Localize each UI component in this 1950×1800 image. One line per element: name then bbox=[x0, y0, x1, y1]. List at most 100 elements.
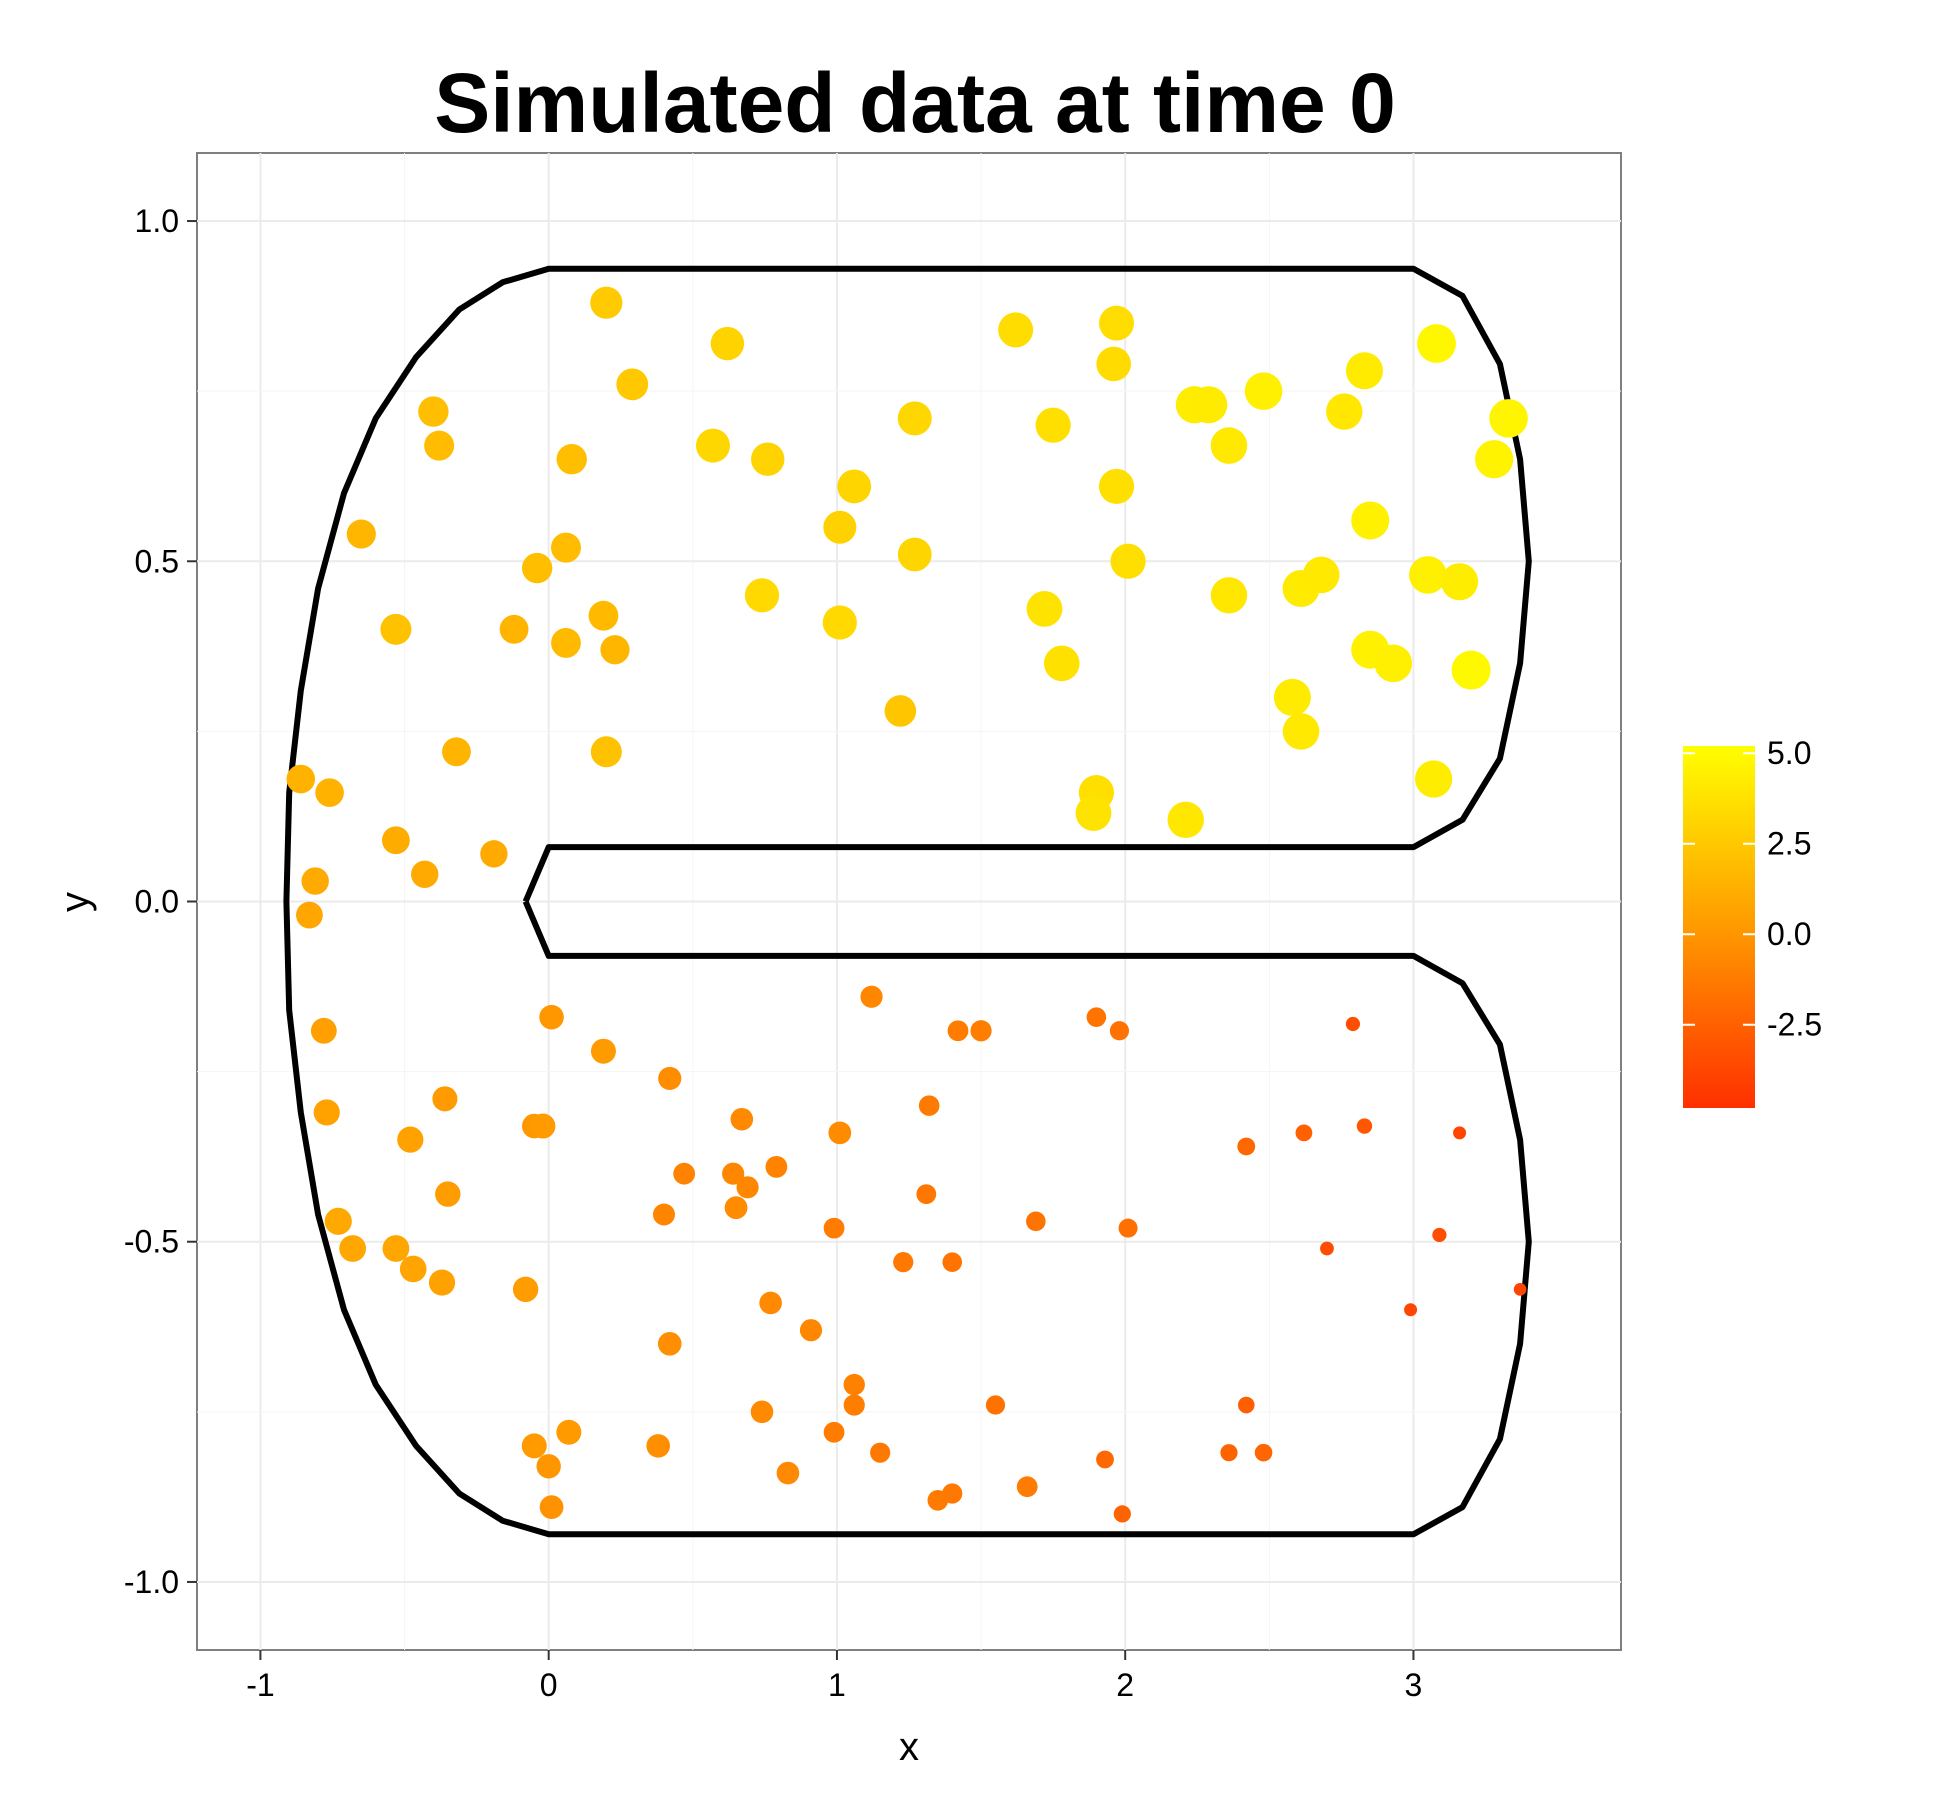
data-point bbox=[600, 635, 629, 664]
data-point bbox=[711, 327, 744, 360]
data-point bbox=[1114, 1505, 1131, 1522]
data-point bbox=[539, 1005, 564, 1030]
data-point bbox=[1489, 399, 1528, 438]
data-point bbox=[400, 1256, 427, 1283]
data-point bbox=[500, 615, 529, 644]
data-point bbox=[1096, 347, 1131, 382]
data-point bbox=[844, 1394, 865, 1415]
data-point bbox=[1211, 427, 1248, 464]
data-point bbox=[314, 1099, 340, 1125]
data-point bbox=[658, 1067, 681, 1090]
data-point bbox=[1076, 795, 1112, 831]
data-point bbox=[286, 765, 315, 794]
legend-tick-label: 5.0 bbox=[1767, 735, 1811, 771]
data-point bbox=[1409, 556, 1447, 594]
data-point bbox=[844, 1374, 865, 1395]
data-point bbox=[751, 443, 784, 476]
data-point bbox=[1417, 324, 1456, 363]
data-point bbox=[1026, 1212, 1046, 1232]
data-point bbox=[551, 533, 581, 563]
data-point bbox=[311, 1018, 337, 1044]
data-point bbox=[1119, 1219, 1138, 1238]
data-point bbox=[970, 1020, 991, 1041]
data-point bbox=[1296, 1124, 1313, 1141]
data-point bbox=[1110, 544, 1145, 579]
data-point bbox=[1432, 1228, 1446, 1242]
data-point bbox=[382, 826, 410, 854]
data-point bbox=[1453, 1126, 1466, 1139]
data-point bbox=[1346, 1017, 1360, 1031]
data-point bbox=[442, 737, 471, 766]
data-point bbox=[1255, 1444, 1273, 1462]
data-point bbox=[1238, 1397, 1255, 1414]
data-point bbox=[1404, 1303, 1417, 1316]
data-point bbox=[948, 1020, 969, 1041]
data-point bbox=[522, 1433, 547, 1458]
data-point bbox=[919, 1095, 940, 1116]
data-point bbox=[418, 396, 448, 426]
data-point bbox=[325, 1208, 352, 1235]
x-tick-label: 0 bbox=[540, 1667, 558, 1703]
data-point bbox=[1036, 408, 1071, 443]
data-point bbox=[591, 736, 622, 767]
data-point bbox=[1017, 1476, 1038, 1497]
data-point bbox=[480, 840, 507, 867]
data-point bbox=[1274, 679, 1311, 716]
data-point bbox=[696, 429, 730, 463]
data-point bbox=[653, 1204, 675, 1226]
data-point bbox=[590, 287, 622, 319]
x-tick-label: 3 bbox=[1405, 1667, 1423, 1703]
legend-tick-label: 2.5 bbox=[1767, 826, 1811, 862]
data-point bbox=[837, 470, 871, 504]
data-point bbox=[296, 902, 323, 929]
y-tick-label: 0.0 bbox=[135, 884, 179, 920]
data-point bbox=[824, 1218, 845, 1239]
data-point bbox=[1027, 591, 1063, 627]
data-point bbox=[1326, 393, 1362, 429]
data-point bbox=[347, 519, 376, 548]
data-point bbox=[315, 778, 344, 807]
data-point bbox=[435, 1181, 460, 1206]
data-point bbox=[777, 1462, 800, 1485]
data-point bbox=[1087, 1007, 1107, 1027]
y-tick-label: 0.5 bbox=[135, 543, 179, 579]
data-point bbox=[556, 1420, 581, 1445]
data-point bbox=[916, 1184, 936, 1204]
data-point bbox=[522, 553, 552, 583]
x-tick-label: 2 bbox=[1116, 1667, 1134, 1703]
data-point bbox=[513, 1277, 538, 1302]
chart-title: Simulated data at time 0 bbox=[434, 56, 1396, 150]
data-point bbox=[1220, 1444, 1237, 1461]
colorbar bbox=[1683, 746, 1755, 1108]
data-point bbox=[824, 1422, 845, 1443]
data-point bbox=[898, 401, 932, 435]
data-point bbox=[745, 578, 779, 612]
x-tick-label: -1 bbox=[246, 1667, 274, 1703]
data-point bbox=[1475, 440, 1513, 478]
data-point bbox=[725, 1196, 748, 1219]
data-point bbox=[823, 605, 857, 639]
y-tick-label: 1.0 bbox=[135, 203, 179, 239]
data-point bbox=[1357, 1118, 1372, 1133]
x-axis: -1 0 1 2 3 bbox=[246, 1650, 1422, 1703]
data-point bbox=[751, 1401, 774, 1424]
data-point bbox=[1303, 557, 1340, 594]
data-point bbox=[766, 1156, 788, 1178]
data-point bbox=[870, 1443, 890, 1463]
data-point bbox=[591, 1039, 616, 1064]
data-point bbox=[998, 312, 1033, 347]
x-tick-label: 1 bbox=[828, 1667, 846, 1703]
data-point bbox=[382, 1235, 409, 1262]
data-point bbox=[1245, 372, 1283, 410]
data-point bbox=[429, 1269, 455, 1295]
data-point bbox=[1514, 1283, 1527, 1296]
data-point bbox=[1168, 802, 1204, 838]
data-point bbox=[1283, 713, 1320, 750]
data-point bbox=[942, 1483, 962, 1503]
data-point bbox=[380, 614, 411, 645]
data-point bbox=[646, 1434, 670, 1458]
data-point bbox=[800, 1319, 822, 1341]
data-point bbox=[731, 1108, 754, 1131]
data-point bbox=[1351, 501, 1389, 539]
